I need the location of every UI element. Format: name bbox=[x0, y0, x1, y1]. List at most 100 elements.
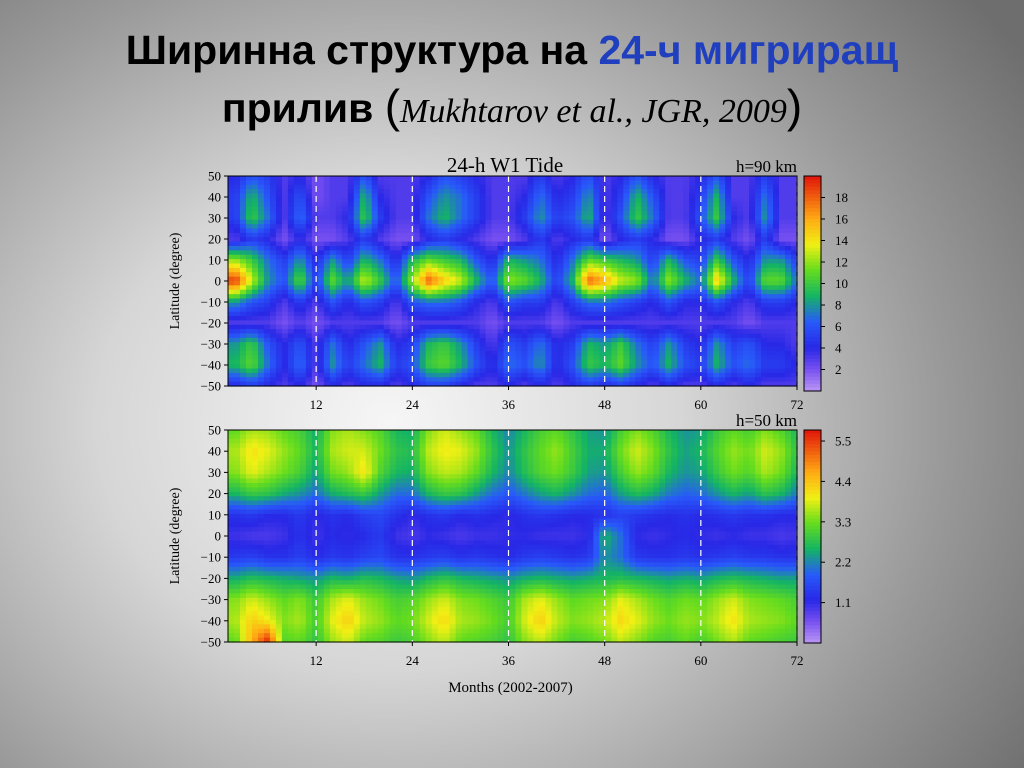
heatmap-cell bbox=[281, 320, 289, 326]
heatmap-cell bbox=[299, 241, 307, 247]
heatmap-cell bbox=[533, 316, 541, 321]
colorbar-segment bbox=[804, 380, 821, 385]
heatmap-cell bbox=[599, 294, 606, 300]
heatmap-cell bbox=[731, 202, 738, 208]
heatmap-cell bbox=[329, 215, 337, 221]
heatmap-cell bbox=[323, 241, 331, 247]
heatmap-cell bbox=[623, 346, 630, 352]
heatmap-cell bbox=[275, 202, 283, 208]
heatmap-cell bbox=[755, 333, 762, 339]
heatmap-cell bbox=[287, 434, 295, 440]
heatmap-cell bbox=[587, 219, 594, 225]
heatmap-cell bbox=[515, 302, 523, 308]
heatmap-cell bbox=[569, 434, 576, 440]
heatmap-cell bbox=[329, 189, 337, 195]
heatmap-cell bbox=[683, 359, 690, 365]
heatmap-cell bbox=[281, 267, 289, 273]
heatmap-cell bbox=[725, 364, 732, 370]
heatmap-cell bbox=[467, 193, 475, 199]
heatmap-cell bbox=[245, 443, 253, 449]
heatmap-cell bbox=[707, 430, 714, 436]
heatmap-cell bbox=[533, 267, 541, 273]
heatmap-cell bbox=[275, 224, 283, 230]
heatmap-cell bbox=[311, 329, 319, 335]
heatmap-cell bbox=[695, 311, 702, 317]
heatmap-cell bbox=[371, 359, 379, 365]
heatmap-cell bbox=[593, 206, 600, 212]
heatmap-cell bbox=[617, 180, 624, 186]
heatmap-cell bbox=[251, 202, 259, 208]
heatmap-cell bbox=[443, 254, 451, 260]
heatmap-cell bbox=[551, 333, 559, 339]
heatmap-cell bbox=[461, 193, 469, 199]
heatmap-cell bbox=[551, 237, 559, 243]
heatmap-cell bbox=[407, 250, 415, 256]
heatmap-cell bbox=[677, 346, 684, 352]
heatmap-cell bbox=[515, 346, 523, 352]
heatmap-cell bbox=[281, 250, 289, 256]
heatmap-cell bbox=[407, 302, 415, 308]
heatmap-cell bbox=[228, 224, 235, 230]
heatmap-cell bbox=[335, 272, 343, 278]
heatmap-cell bbox=[401, 324, 409, 330]
heatmap-cell bbox=[491, 364, 499, 370]
heatmap-cell bbox=[461, 351, 469, 356]
heatmap-cell bbox=[413, 289, 421, 295]
heatmap-cell bbox=[401, 241, 409, 247]
heatmap-cell bbox=[587, 237, 594, 243]
heatmap-cell bbox=[335, 316, 343, 321]
heatmap-cell bbox=[269, 329, 277, 335]
heatmap-cell bbox=[329, 381, 337, 387]
heatmap-cell bbox=[341, 377, 349, 383]
heatmap-cell bbox=[341, 289, 349, 295]
heatmap-cell bbox=[311, 272, 319, 278]
heatmap-cell bbox=[671, 294, 678, 300]
heatmap-cell bbox=[371, 184, 379, 190]
heatmap-cell bbox=[233, 267, 241, 273]
heatmap-cell bbox=[359, 228, 367, 234]
heatmap-cell bbox=[401, 337, 409, 343]
heatmap-cell bbox=[275, 285, 283, 291]
heatmap-cell bbox=[695, 250, 702, 256]
heatmap-cell bbox=[707, 324, 714, 330]
heatmap-cell bbox=[749, 246, 756, 251]
heatmap-cell bbox=[311, 246, 319, 251]
heatmap-cell bbox=[773, 316, 780, 321]
heatmap-cell bbox=[431, 329, 439, 335]
heatmap-cell bbox=[563, 324, 570, 330]
heatmap-cell bbox=[599, 228, 606, 234]
heatmap-cell bbox=[341, 368, 349, 374]
heatmap-cell bbox=[737, 176, 744, 181]
heatmap-cell bbox=[377, 298, 385, 304]
heatmap-cell bbox=[503, 285, 511, 291]
heatmap-cell bbox=[593, 215, 600, 221]
heatmap-cell bbox=[725, 316, 732, 321]
heatmap-cell bbox=[707, 228, 714, 234]
heatmap-cell bbox=[725, 438, 732, 444]
heatmap-cell bbox=[245, 259, 253, 265]
heatmap-cell bbox=[527, 430, 535, 436]
heatmap-cell bbox=[347, 298, 355, 304]
heatmap-cell bbox=[383, 430, 391, 436]
heatmap-cell bbox=[539, 377, 547, 383]
heatmap-cell bbox=[605, 211, 612, 216]
heatmap-cell bbox=[281, 176, 289, 181]
heatmap-cell bbox=[665, 219, 672, 225]
heatmap-cell bbox=[323, 281, 331, 286]
heatmap-cell bbox=[431, 368, 439, 374]
heatmap-cell bbox=[761, 184, 768, 190]
heatmap-cell bbox=[701, 219, 708, 225]
heatmap-cell bbox=[377, 250, 385, 256]
heatmap-cell bbox=[563, 180, 570, 186]
heatmap-cell bbox=[377, 311, 385, 317]
heatmap-cell bbox=[641, 324, 648, 330]
heatmap-cell bbox=[479, 372, 487, 378]
heatmap-cell bbox=[623, 289, 630, 295]
heatmap-cell bbox=[611, 377, 618, 383]
heatmap-cell bbox=[263, 193, 271, 199]
heatmap-cell bbox=[533, 329, 541, 335]
heatmap-cell bbox=[551, 377, 559, 383]
heatmap-cell bbox=[599, 267, 606, 273]
heatmap-cell bbox=[545, 434, 553, 440]
heatmap-cell bbox=[737, 324, 744, 330]
